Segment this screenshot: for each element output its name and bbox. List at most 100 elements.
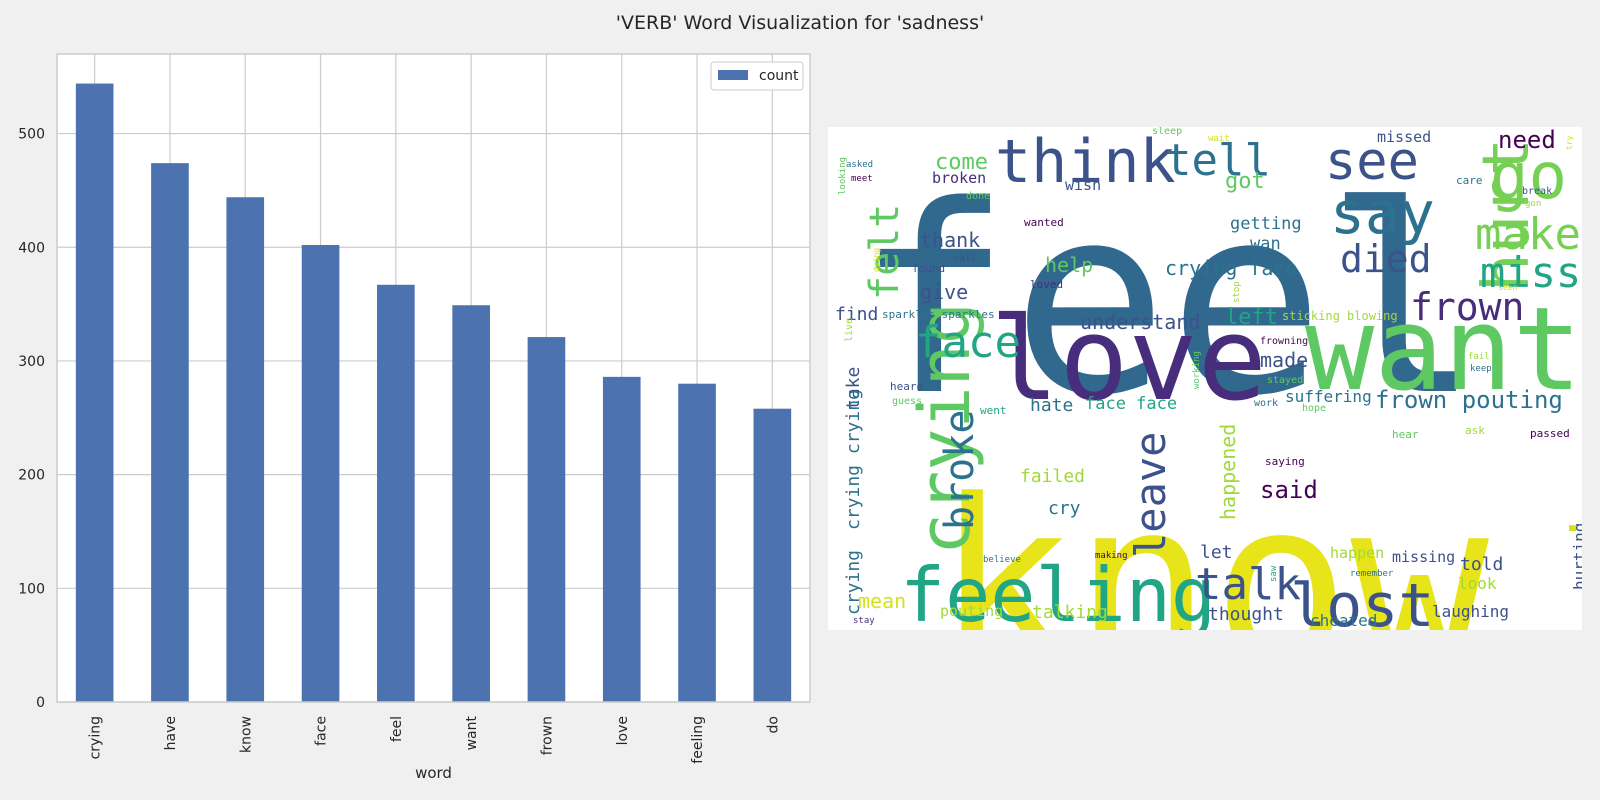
bar-feel xyxy=(377,284,415,702)
wordcloud-word: gon xyxy=(1525,198,1542,209)
bar-feeling xyxy=(678,383,716,702)
wordcloud-word: sticking blowing xyxy=(1282,309,1398,324)
wordcloud-word: stay xyxy=(853,615,875,626)
wordcloud-word: love xyxy=(990,293,1267,427)
wordcloud-word: wanted xyxy=(1024,216,1064,230)
y-tick-label: 100 xyxy=(18,581,45,597)
y-tick-label: 200 xyxy=(18,468,45,484)
wordcloud-word: miss xyxy=(1480,248,1582,298)
wordcloud-word: making xyxy=(1095,550,1128,561)
bar-love xyxy=(602,376,641,702)
wordcloud-word: frown xyxy=(1410,284,1525,329)
wordcloud-word: think xyxy=(995,127,1176,197)
legend-box xyxy=(710,61,804,91)
wordcloud-word: guess xyxy=(892,396,923,407)
wordcloud-word: feel xyxy=(855,151,1482,453)
wordcloud-word: face xyxy=(915,316,1021,368)
wordcloud-word: keep xyxy=(1470,363,1492,374)
x-tick-label: know xyxy=(238,716,254,753)
wordcloud-word: hear xyxy=(1392,428,1419,442)
bar-have xyxy=(151,163,189,702)
wordcloud-word: lost xyxy=(1290,571,1435,630)
wordcloud-word: try xyxy=(1565,135,1574,150)
wordcloud-word: look xyxy=(1458,574,1497,594)
bar-want xyxy=(452,305,490,702)
bar-chart: 0 100 200 300 400 500 crying have know face feel wa… xyxy=(18,53,811,782)
wordcloud-word: found xyxy=(912,262,946,276)
y-tick-label: 500 xyxy=(18,127,45,143)
bar-do xyxy=(753,408,792,702)
wordcloud-word: thank xyxy=(920,228,981,252)
wordcloud-word: wan xyxy=(1250,234,1281,255)
wordcloud-word: need xyxy=(1498,127,1556,154)
wordcloud-word: failed xyxy=(1020,465,1086,487)
legend-swatch xyxy=(718,70,748,80)
bar-crying xyxy=(75,83,114,703)
wordcloud-word: happened xyxy=(1216,423,1240,520)
wordcloud-word: see xyxy=(1325,132,1419,193)
wordcloud-word: asked xyxy=(846,159,874,170)
wordcloud-word: find xyxy=(835,303,879,325)
wordcloud-word: crying crying xyxy=(843,389,864,530)
wordcloud-word: work xyxy=(1254,398,1279,409)
x-tick-label: want xyxy=(464,716,480,751)
x-tick-label: crying xyxy=(88,716,104,759)
wordcloud-word: passed xyxy=(1530,427,1570,441)
wordcloud-word: hurting xyxy=(1570,522,1582,590)
wordcloud-word: said xyxy=(1260,475,1318,504)
wordcloud-word: missed xyxy=(1377,128,1432,146)
wordcloud-word: got xyxy=(1225,169,1265,195)
wordcloud-word: believe xyxy=(983,554,1021,565)
wordcloud-word: face face xyxy=(1085,394,1178,415)
wordcloud-word: let xyxy=(1200,541,1233,563)
wordcloud-word: understand xyxy=(1080,310,1201,334)
wordcloud-word: made xyxy=(1260,348,1309,372)
wordcloud-word: ask xyxy=(1465,424,1485,438)
wordcloud-word: care xyxy=(1456,174,1483,188)
x-tick-label: love xyxy=(615,716,631,745)
x-tick-label: do xyxy=(765,716,781,733)
wordcloud-word: sleep xyxy=(1152,127,1183,137)
plot-frame xyxy=(56,53,811,703)
wordcloud-word: feeling xyxy=(900,551,1217,631)
wordcloud-word: call xyxy=(953,253,978,264)
wordcloud-word: stop xyxy=(1232,281,1242,303)
wordcloud-word: help xyxy=(1045,253,1094,277)
wordcloud-word: live xyxy=(844,317,855,342)
y-tick-label: 0 xyxy=(36,695,45,711)
wordcloud-word: done xyxy=(966,191,991,202)
wordcloud-word: broken xyxy=(932,169,987,187)
bar-face xyxy=(301,244,340,702)
word-cloud: feel know love want feeling crying think lost sa… xyxy=(828,127,1582,630)
wordcloud-word: sparkles sparkles xyxy=(882,308,995,322)
wordcloud-word: wait xyxy=(1208,133,1230,144)
wordcloud-word: cheated xyxy=(1310,611,1378,630)
wordcloud-word: getting xyxy=(1230,214,1302,235)
x-tick-label: feeling xyxy=(690,716,706,764)
wordcloud-word: give xyxy=(920,280,969,304)
bar-frown xyxy=(527,337,566,702)
wordcloud-word: died xyxy=(1340,236,1432,281)
wordcloud-word: hate xyxy=(1030,394,1074,416)
wordcloud-word: heard xyxy=(890,380,924,394)
wordcloud-word: happen xyxy=(1330,544,1385,562)
wordcloud-word: fail xyxy=(1468,351,1490,362)
wordcloud-word: cry xyxy=(1048,497,1081,519)
wordcloud-word: talking xyxy=(1032,601,1108,623)
wordcloud-word: looking xyxy=(838,157,848,195)
x-tick-label: feel xyxy=(389,716,405,742)
x-tick-label: have xyxy=(163,716,179,750)
wordcloud-word: talk xyxy=(1195,558,1301,610)
y-tick-label: 400 xyxy=(18,240,45,256)
wordcloud-word: go xyxy=(1490,139,1568,214)
wordcloud-word: thought xyxy=(1208,603,1284,625)
x-axis-label: word xyxy=(415,764,452,782)
wordcloud-word: stayed xyxy=(1267,375,1304,386)
figure-title: 'VERB' Word Visualization for 'sadness' xyxy=(615,12,985,34)
wordcloud-word: meet xyxy=(851,173,873,184)
x-tick-label: frown xyxy=(539,716,555,755)
wordcloud-word: working xyxy=(1192,351,1202,389)
wordcloud-word: pouting xyxy=(940,602,1004,620)
wordcloud-word: laughing xyxy=(1432,602,1510,622)
wordcloud-word: want xyxy=(1305,283,1582,417)
